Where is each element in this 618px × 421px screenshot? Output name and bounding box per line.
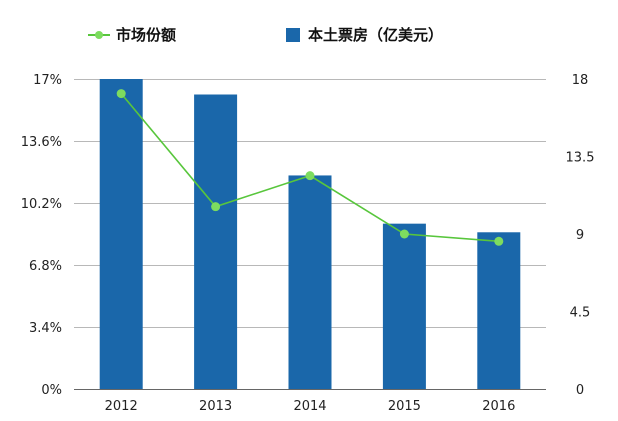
left-y-tick-label: 10.2% — [21, 197, 62, 212]
x-tick-label: 2016 — [482, 399, 515, 414]
line-point — [399, 229, 409, 239]
right-y-tick-label: 4.5 — [570, 306, 591, 321]
legend-label-market-share: 市场份额 — [116, 26, 176, 44]
x-tick-label: 2013 — [199, 399, 232, 414]
line-point — [211, 202, 221, 212]
bar — [477, 232, 521, 389]
bar-series — [99, 79, 521, 389]
left-y-tick-label: 3.4% — [29, 321, 62, 336]
right-y-tick-label: 13.5 — [566, 151, 595, 166]
bar — [382, 223, 426, 389]
right-y-tick-label: 18 — [572, 73, 589, 88]
legend-bar-swatch — [286, 28, 300, 42]
bar — [194, 94, 238, 389]
legend-label-box-office: 本土票房（亿美元） — [308, 26, 443, 44]
legend-item-box-office: 本土票房（亿美元） — [286, 26, 443, 44]
bar — [288, 175, 332, 389]
right-y-tick-label: 0 — [576, 383, 584, 398]
legend: 市场份额 本土票房（亿美元） — [88, 26, 443, 44]
left-y-tick-label: 13.6% — [21, 135, 62, 150]
left-y-tick-label: 17% — [33, 73, 62, 88]
bar — [99, 79, 143, 389]
axes: 2012 2013 2014 2015 2016 0% 3.4% 6.8% 10.2% 13.6%… — [21, 73, 595, 414]
x-tick-label: 2014 — [293, 399, 326, 414]
line-point — [116, 89, 126, 99]
x-tick-label: 2012 — [105, 399, 138, 414]
line-point — [494, 236, 504, 246]
x-tick-label: 2015 — [388, 399, 421, 414]
legend-marker-swatch — [95, 31, 103, 39]
line-series — [116, 89, 504, 246]
left-y-tick-label: 6.8% — [29, 259, 62, 274]
legend-item-market-share: 市场份额 — [88, 26, 176, 44]
line-point — [305, 171, 315, 181]
right-y-tick-label: 9 — [576, 228, 584, 243]
left-y-tick-label: 0% — [41, 383, 62, 398]
